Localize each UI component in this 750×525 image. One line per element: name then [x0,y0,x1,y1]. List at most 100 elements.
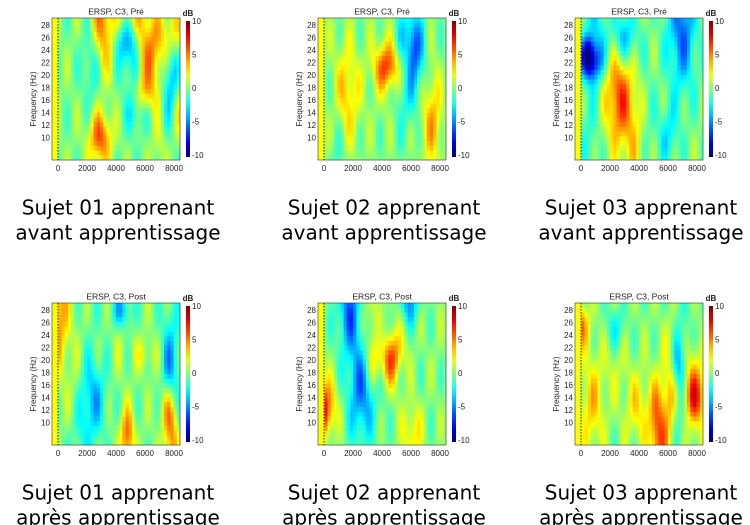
heatmap-cell [119,22,123,28]
heatmap-cell [327,117,332,123]
heatmap-cell [160,397,165,403]
heatmap-cell [613,155,617,161]
heatmap-cell [388,70,392,76]
heatmap-cell [632,32,637,38]
heatmap-cell [648,112,653,118]
heatmap-cell [68,317,72,323]
heatmap-cell [327,60,332,66]
heatmap-cell [160,18,165,24]
heatmap-cell [68,55,72,61]
heatmap-cell [90,426,94,432]
heatmap-cell [93,36,98,42]
heatmap-cell [109,18,114,24]
heatmap-cell [343,51,348,57]
heatmap-cell [112,27,117,33]
caption: après apprentissage [16,506,220,525]
heatmap-cell [372,18,376,24]
heatmap-cell [375,126,380,132]
heatmap-cell [144,18,149,24]
heatmap-cell [109,383,114,389]
heatmap-cell [353,51,357,57]
heatmap-cell [151,421,155,427]
heatmap-cell [109,74,114,80]
heatmap-cell [68,326,72,332]
heatmap-cell [346,141,351,147]
heatmap-cell [109,321,114,327]
heatmap-cell [610,27,614,33]
heatmap-cell [144,22,149,28]
heatmap-cell [356,89,360,95]
heatmap-cell [112,46,117,52]
heatmap-cell [148,103,152,109]
heatmap-cell [385,84,389,90]
heatmap-cell [160,421,165,427]
heatmap-cell [410,65,415,71]
heatmap-cell [426,51,431,57]
heatmap-cell [167,79,171,85]
heatmap-cell [648,89,653,95]
heatmap-cell [677,79,681,85]
heatmap-cell [661,89,665,95]
heatmap-cell [93,303,98,309]
heatmap-cell [578,41,582,47]
heatmap-cell [103,345,107,351]
heatmap-cell [71,426,75,432]
heatmap-cell [160,331,165,337]
heatmap-cell [96,312,101,318]
heatmap-cell [160,117,165,123]
heatmap-cell [340,145,344,151]
heatmap-cell [176,440,181,446]
heatmap-cell [148,150,152,156]
heatmap-cell [170,55,174,61]
heatmap-cell [77,350,82,356]
heatmap-cell [632,131,637,137]
heatmap-cell [96,378,101,384]
heatmap-cell [173,79,178,85]
heatmap-cell [128,46,133,52]
heatmap-cell [64,326,69,332]
heatmap-cell [74,388,78,394]
heatmap-cell [68,117,72,123]
heatmap-cell [699,32,704,38]
heatmap-cell [645,18,649,24]
heatmap-cell [164,89,168,95]
heatmap-cell [93,359,98,365]
heatmap-cell [334,112,338,118]
heatmap-cell [90,117,94,123]
heatmap-cell [87,326,91,332]
heatmap-cell [321,155,325,161]
heatmap-cell [80,383,85,389]
heatmap-cell [321,55,325,61]
heatmap-cell [372,27,376,33]
heatmap-cell [378,112,383,118]
heatmap-cell [157,402,162,408]
heatmap-cell [176,369,181,375]
heatmap-cell [64,22,69,28]
heatmap-cell [116,150,120,156]
caption: avant apprentissage [15,221,220,245]
heatmap-cell [635,70,640,76]
heatmap-cell [103,312,107,318]
heatmap-cell [651,18,656,24]
heatmap-cell [109,355,114,361]
heatmap-cell [359,122,364,128]
heatmap-cell [699,74,704,80]
heatmap-cell [372,79,376,85]
heatmap-cell [575,70,579,76]
heatmap-cell [100,421,104,427]
heatmap-cell [52,340,56,346]
colorbar-tick-label: 5 [192,51,197,60]
heatmap-cell [128,388,133,394]
heatmap-cell [420,93,424,99]
heatmap-cell [430,117,434,123]
heatmap-cell [74,411,78,417]
heatmap-cell [404,27,408,33]
heatmap-cell [391,32,396,38]
heatmap-cell [607,145,611,151]
heatmap-cell [77,98,82,104]
heatmap-cell [391,51,396,57]
heatmap-cell [164,416,168,422]
heatmap-cell [353,155,357,161]
heatmap-cell [100,312,104,318]
heatmap-cell [58,79,62,85]
